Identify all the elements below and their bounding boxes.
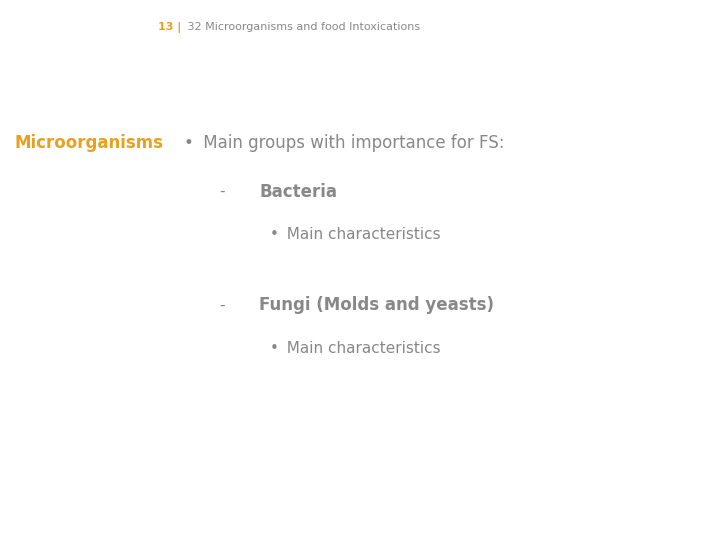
- Text: •: •: [184, 134, 194, 152]
- Text: -: -: [220, 298, 225, 313]
- Text: Main characteristics: Main characteristics: [277, 341, 441, 356]
- Text: -: -: [220, 184, 225, 199]
- Text: 32 Microorganisms and food Intoxications: 32 Microorganisms and food Intoxications: [184, 22, 420, 32]
- Text: Fungi (Molds and yeasts): Fungi (Molds and yeasts): [259, 296, 494, 314]
- Text: Main groups with importance for FS:: Main groups with importance for FS:: [198, 134, 505, 152]
- Text: •: •: [270, 341, 279, 356]
- Text: Main characteristics: Main characteristics: [277, 227, 441, 242]
- Text: •: •: [270, 227, 279, 242]
- Text: Bacteria: Bacteria: [259, 183, 337, 201]
- Text: 13 |: 13 |: [158, 22, 181, 32]
- Text: Microorganisms: Microorganisms: [14, 134, 163, 152]
